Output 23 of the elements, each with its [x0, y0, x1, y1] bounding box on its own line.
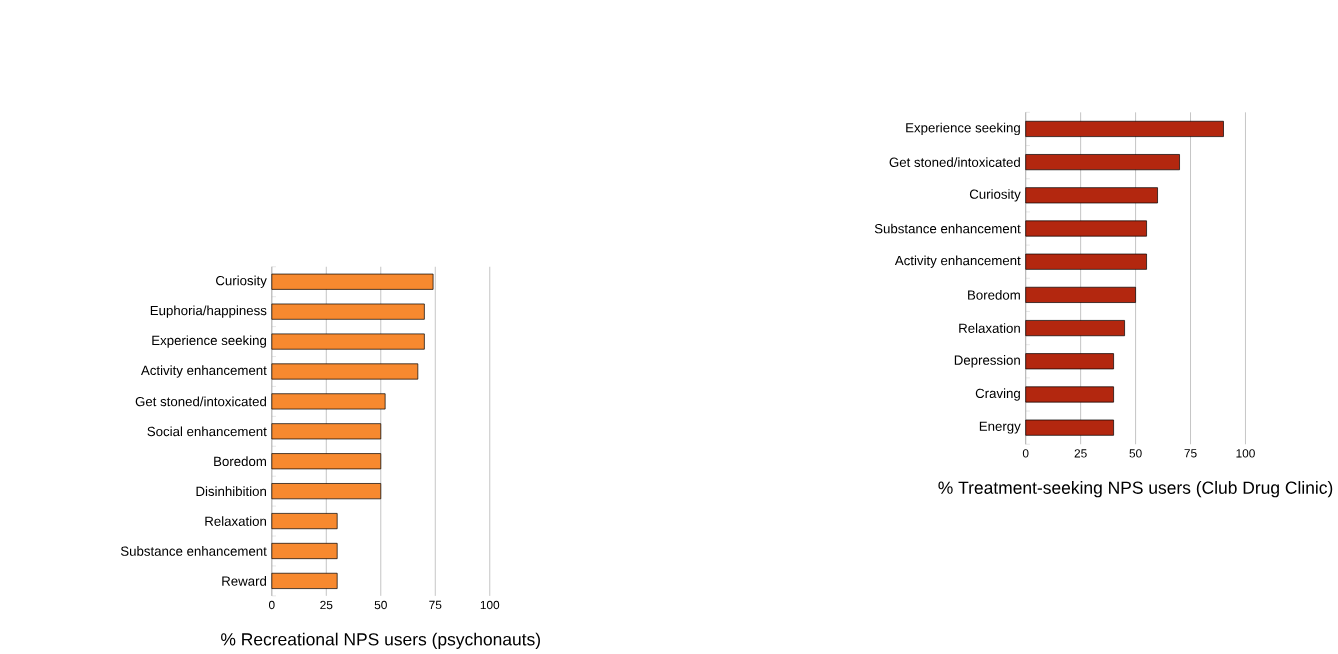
x-axis-title: % Treatment-seeking NPS users (Club Drug Clinic) — [938, 481, 1333, 498]
bar — [1025, 220, 1147, 237]
bar — [1025, 353, 1114, 370]
bar — [1025, 154, 1180, 171]
bar — [271, 483, 382, 500]
bar — [271, 453, 382, 470]
bar — [271, 423, 382, 440]
bar — [1025, 187, 1158, 204]
bar — [1025, 386, 1114, 403]
bar — [271, 543, 338, 560]
bar — [1025, 287, 1136, 304]
bar — [271, 333, 425, 350]
bar — [1025, 121, 1224, 138]
bar — [271, 393, 386, 410]
bar — [1025, 419, 1114, 436]
bar — [1025, 253, 1147, 270]
bar — [271, 363, 419, 380]
bar — [271, 273, 434, 290]
bar — [271, 573, 338, 590]
bar — [271, 513, 338, 530]
bar — [271, 303, 425, 320]
bar — [1025, 320, 1125, 337]
x-axis-title: % Recreational NPS users (psychonauts) — [221, 632, 540, 650]
